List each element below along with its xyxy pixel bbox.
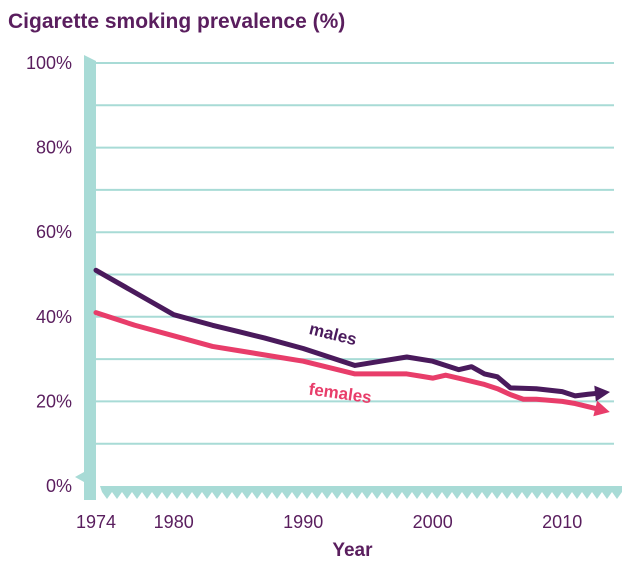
females-series-label: females: [308, 380, 373, 408]
y-tick-label: 80%: [36, 138, 72, 158]
y-tick-label: 60%: [36, 222, 72, 242]
y-axis-band: [75, 55, 96, 500]
females-arrowhead: [593, 400, 610, 417]
x-tick-label: 1990: [283, 512, 323, 532]
x-tick-label: 1974: [76, 512, 116, 532]
y-tick-label: 0%: [46, 476, 72, 496]
males-series-label: males: [307, 319, 358, 349]
x-tick-label: 1980: [154, 512, 194, 532]
females-series-line: [93, 310, 604, 413]
males-series-line: [93, 267, 604, 399]
chart-title: Cigarette smoking prevalence (%): [8, 10, 346, 33]
y-tick-label: 100%: [26, 53, 72, 73]
x-axis-band: [100, 486, 622, 499]
x-tick-label: 2010: [542, 512, 582, 532]
x-axis-title: Year: [332, 540, 373, 561]
x-tick-label: 2000: [413, 512, 453, 532]
y-tick-label: 20%: [36, 391, 72, 411]
males-arrowhead: [594, 385, 611, 402]
y-tick-label: 40%: [36, 307, 72, 327]
